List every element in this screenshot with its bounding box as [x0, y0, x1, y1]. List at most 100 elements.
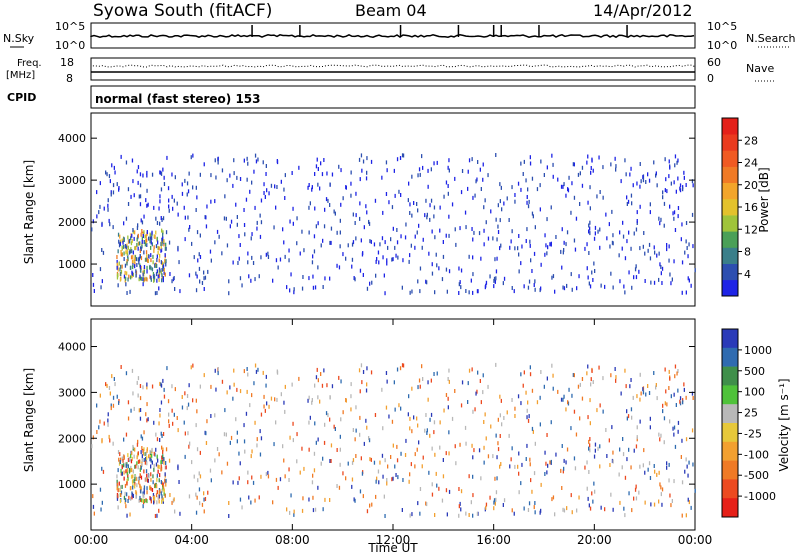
power-point: [138, 277, 140, 282]
power-point: [128, 250, 131, 255]
velocity-point: [296, 459, 298, 464]
velocity-point: [311, 398, 313, 402]
power-point: [631, 201, 633, 206]
power-point: [199, 172, 201, 177]
velocity-point: [591, 491, 593, 496]
velocity-point: [136, 442, 139, 447]
power-point: [679, 186, 681, 191]
power-point: [685, 290, 687, 295]
velocity-point: [101, 500, 103, 505]
power-point: [465, 289, 467, 293]
power-point: [124, 244, 127, 248]
power-point: [484, 198, 486, 203]
velocity-point: [687, 497, 689, 502]
power-point: [264, 195, 266, 199]
velocity-point: [101, 439, 103, 444]
velocity-point: [164, 472, 166, 477]
velocity-point: [146, 499, 148, 504]
power-point: [156, 221, 159, 225]
velocity-point: [576, 508, 578, 513]
power-point: [485, 220, 487, 225]
power-point: [107, 198, 109, 203]
velocity-point: [126, 513, 128, 518]
colorbar-tick-label: 25: [744, 407, 758, 420]
velocity-point: [562, 507, 564, 512]
velocity-point: [472, 474, 474, 479]
velocity-point: [195, 492, 197, 497]
power-point: [270, 183, 273, 188]
freq-left-tick-bottom: 8: [66, 72, 73, 85]
power-point: [214, 199, 216, 204]
velocity-point: [574, 466, 577, 471]
velocity-point: [168, 423, 170, 428]
velocity-point: [669, 376, 671, 381]
velocity-point: [653, 464, 655, 468]
velocity-point: [236, 439, 238, 444]
power-point: [125, 250, 127, 255]
power-point: [203, 287, 205, 291]
velocity-point: [163, 394, 166, 399]
power-point: [431, 229, 433, 234]
power-point: [116, 182, 118, 187]
power-point: [150, 253, 152, 258]
power-point: [139, 249, 141, 253]
velocity-point: [147, 478, 149, 483]
velocity-point: [612, 450, 614, 455]
power-point: [387, 245, 389, 250]
velocity-point: [125, 498, 127, 503]
velocity-point: [179, 511, 181, 516]
power-point: [566, 230, 569, 235]
velocity-point: [499, 394, 501, 399]
velocity-point: [454, 444, 456, 449]
power-point: [142, 277, 144, 282]
velocity-point: [107, 422, 109, 427]
power-point: [316, 157, 318, 162]
power-point: [156, 291, 158, 295]
power-point: [159, 170, 161, 175]
noise-left-label: N.Sky: [3, 32, 35, 45]
power-point: [160, 242, 162, 247]
power-point: [235, 202, 237, 207]
colorbar-tick-label: -500: [744, 469, 769, 482]
velocity-point: [402, 478, 404, 482]
power-point: [375, 273, 377, 278]
velocity-point: [154, 514, 157, 518]
velocity-point: [550, 459, 552, 464]
power-point: [236, 215, 238, 219]
velocity-point: [467, 400, 469, 404]
velocity-point: [371, 502, 373, 507]
velocity-point: [572, 373, 574, 377]
velocity-point: [159, 473, 161, 478]
colorbar-segment: [722, 479, 738, 499]
power-point: [394, 193, 396, 198]
velocity-point: [404, 453, 407, 457]
velocity-point: [384, 458, 386, 463]
power-point: [431, 271, 434, 276]
velocity-point: [132, 494, 134, 498]
velocity-point: [688, 460, 690, 465]
velocity-point: [110, 403, 112, 408]
power-point: [594, 231, 596, 236]
power-point: [145, 276, 147, 281]
power-point: [117, 249, 119, 254]
velocity-point: [126, 481, 128, 486]
power-point: [127, 187, 130, 192]
power-point: [424, 213, 426, 218]
power-point: [480, 187, 482, 191]
power-point: [204, 275, 207, 280]
colorbar-tick-label: 1000: [744, 344, 772, 357]
velocity-point: [311, 400, 313, 405]
power-point: [126, 291, 128, 295]
velocity-point: [392, 443, 394, 448]
power-point: [644, 251, 646, 256]
nave-label: Nave: [746, 62, 774, 75]
velocity-point: [137, 451, 139, 456]
velocity-point: [387, 464, 389, 469]
power-point: [521, 244, 523, 249]
power-point: [624, 290, 626, 295]
velocity-point: [676, 371, 678, 376]
velocity-point: [575, 432, 578, 437]
velocity-point: [650, 502, 652, 507]
power-point: [184, 215, 186, 220]
velocity-point: [334, 427, 336, 431]
